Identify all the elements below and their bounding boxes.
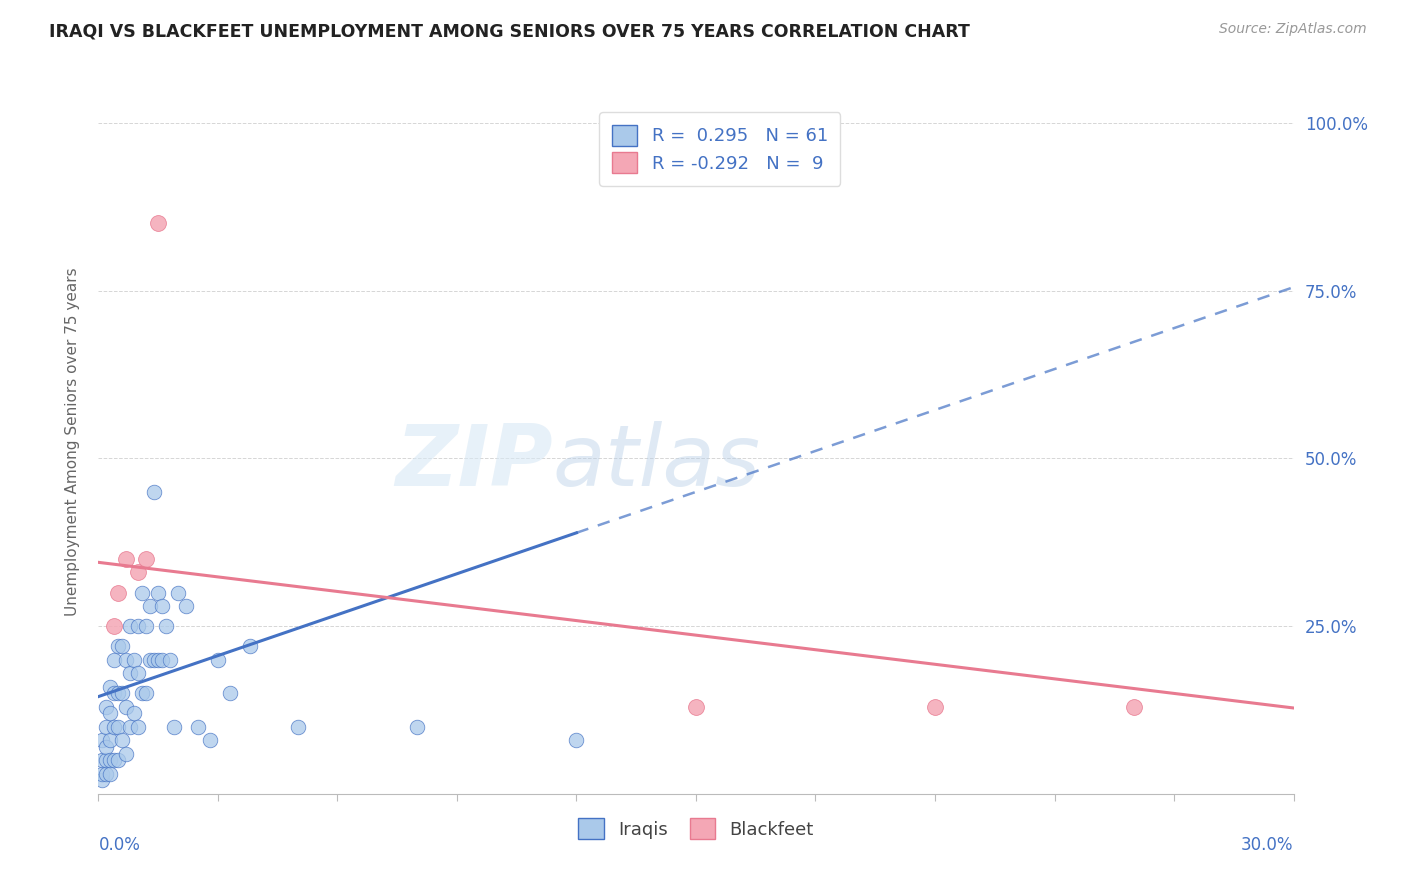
Point <box>187 720 209 734</box>
Point <box>107 585 129 599</box>
Point <box>135 619 157 633</box>
Legend: Iraqis, Blackfeet: Iraqis, Blackfeet <box>569 809 823 848</box>
Y-axis label: Unemployment Among Seniors over 75 years: Unemployment Among Seniors over 75 years <box>65 268 80 615</box>
Text: ZIP: ZIP <box>395 421 553 504</box>
Point <box>111 686 134 700</box>
Point <box>174 599 197 613</box>
Point <box>96 699 118 714</box>
Point <box>98 766 122 780</box>
Point <box>163 720 186 734</box>
Point <box>91 753 114 767</box>
Point <box>127 619 149 633</box>
Point <box>406 720 429 734</box>
Text: atlas: atlas <box>553 421 761 504</box>
Point <box>143 653 166 667</box>
Point <box>96 753 118 767</box>
Point <box>148 653 170 667</box>
Point <box>98 706 122 721</box>
Point <box>111 733 134 747</box>
Point <box>239 639 262 653</box>
Point <box>148 216 170 230</box>
Point <box>111 639 134 653</box>
Text: Source: ZipAtlas.com: Source: ZipAtlas.com <box>1219 22 1367 37</box>
Point <box>98 733 122 747</box>
Point <box>565 733 588 747</box>
Point <box>167 585 190 599</box>
Point <box>685 699 707 714</box>
Point <box>103 720 125 734</box>
Point <box>103 753 125 767</box>
Point <box>98 753 122 767</box>
Point <box>924 699 946 714</box>
Point <box>120 619 142 633</box>
Point <box>98 680 122 694</box>
Point <box>155 619 177 633</box>
Point <box>107 720 129 734</box>
Point <box>150 599 173 613</box>
Point <box>207 653 229 667</box>
Point <box>120 666 142 681</box>
Point <box>120 720 142 734</box>
Point <box>131 686 153 700</box>
Point <box>124 653 146 667</box>
Point <box>107 686 129 700</box>
Point <box>219 686 242 700</box>
Text: 0.0%: 0.0% <box>98 836 141 855</box>
Text: IRAQI VS BLACKFEET UNEMPLOYMENT AMONG SENIORS OVER 75 YEARS CORRELATION CHART: IRAQI VS BLACKFEET UNEMPLOYMENT AMONG SE… <box>49 22 970 40</box>
Point <box>139 653 162 667</box>
Point <box>198 733 221 747</box>
Point <box>127 566 149 580</box>
Point <box>115 653 138 667</box>
Point <box>135 686 157 700</box>
Point <box>148 585 170 599</box>
Point <box>91 733 114 747</box>
Point <box>115 747 138 761</box>
Point <box>287 720 309 734</box>
Point <box>96 739 118 754</box>
Point <box>1123 699 1146 714</box>
Point <box>103 619 125 633</box>
Point <box>127 720 149 734</box>
Point <box>107 753 129 767</box>
Point <box>96 766 118 780</box>
Point <box>150 653 173 667</box>
Point <box>91 773 114 788</box>
Point <box>124 706 146 721</box>
Point <box>139 599 162 613</box>
Point <box>107 639 129 653</box>
Point <box>159 653 181 667</box>
Point <box>143 484 166 499</box>
Point <box>96 720 118 734</box>
Text: 30.0%: 30.0% <box>1241 836 1294 855</box>
Point <box>91 766 114 780</box>
Point <box>127 666 149 681</box>
Point <box>115 552 138 566</box>
Point <box>135 552 157 566</box>
Point <box>115 699 138 714</box>
Point <box>103 653 125 667</box>
Point <box>103 686 125 700</box>
Point <box>131 585 153 599</box>
